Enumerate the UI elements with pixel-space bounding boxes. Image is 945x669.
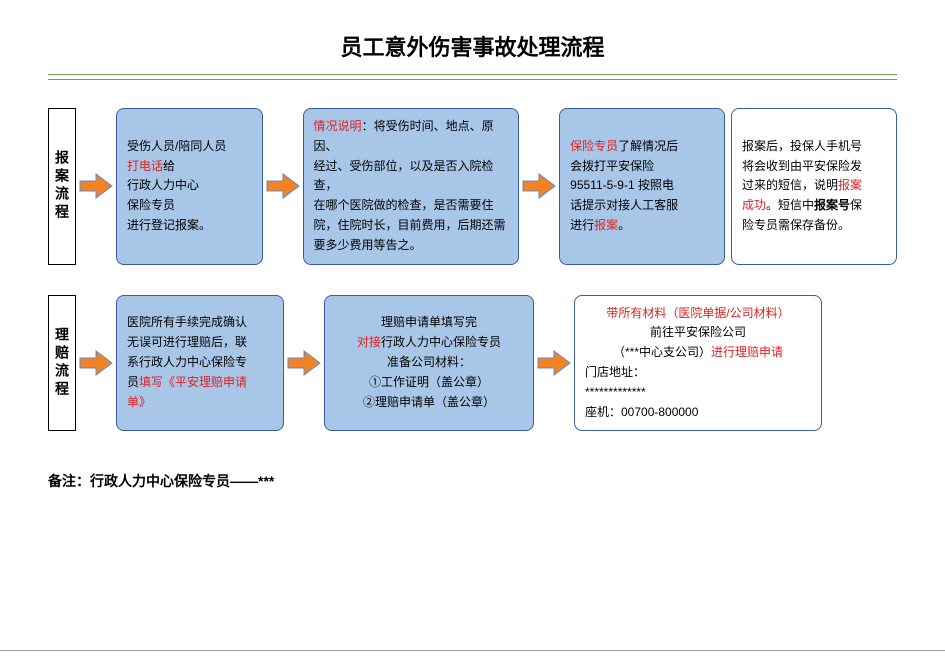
arrow-icon bbox=[76, 108, 116, 265]
arrow-icon bbox=[284, 295, 324, 432]
row-label: 报案流程 bbox=[48, 108, 76, 265]
note-text: 备注：行政人力中心保险专员——*** bbox=[48, 471, 897, 491]
page-title: 员工意外伤害事故处理流程 bbox=[48, 30, 897, 62]
divider bbox=[48, 74, 897, 80]
flow-row-0: 报案流程 受伤人员/陪同人员打电话给行政人力中心保险专员进行登记报案。 情况说明… bbox=[48, 108, 897, 265]
row-label: 理赔流程 bbox=[48, 295, 76, 432]
arrow-icon bbox=[263, 108, 303, 265]
flow-box: 带所有材料（医院单据/公司材料）前往平安保险公司（***中心支公司）进行理赔申请… bbox=[574, 295, 822, 432]
flow-box: 医院所有手续完成确认无误可进行理赔后，联系行政人力中心保险专员填写《平安理赔申请… bbox=[116, 295, 284, 432]
flow-box: 报案后，投保人手机号将会收到由平安保险发过来的短信，说明报案成功。短信中报案号保… bbox=[731, 108, 897, 265]
flow-box: 受伤人员/陪同人员打电话给行政人力中心保险专员进行登记报案。 bbox=[116, 108, 263, 265]
footer-line bbox=[0, 650, 945, 651]
arrow-icon bbox=[534, 295, 574, 432]
arrow-icon bbox=[76, 295, 116, 432]
flow-box: 保险专员了解情况后会拨打平安保险95511-5-9-1 按照电话提示对接人工客服… bbox=[559, 108, 725, 265]
flow-row-1: 理赔流程 医院所有手续完成确认无误可进行理赔后，联系行政人力中心保险专员填写《平… bbox=[48, 295, 897, 432]
flow-box: 情况说明：将受伤时间、地点、原因、经过、受伤部位，以及是否入院检查，在哪个医院做… bbox=[303, 108, 520, 265]
flow-box: 理赔申请单填写完对接行政人力中心保险专员准备公司材料：①工作证明（盖公章）②理赔… bbox=[324, 295, 534, 432]
arrow-icon bbox=[519, 108, 559, 265]
